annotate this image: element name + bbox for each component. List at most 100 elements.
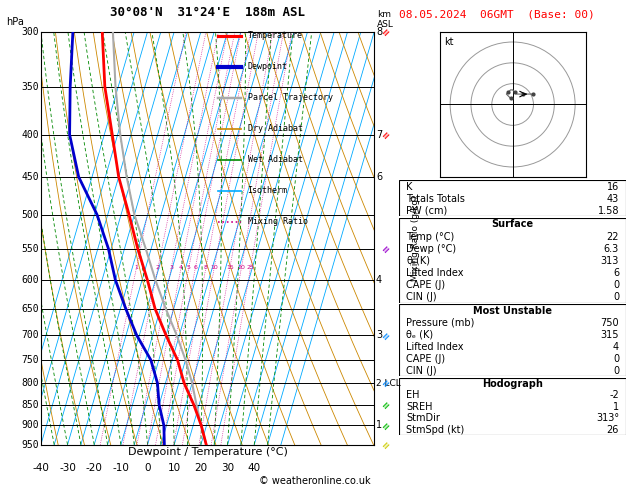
Text: km
ASL: km ASL — [377, 10, 394, 29]
Text: -30: -30 — [59, 463, 76, 473]
Text: 1: 1 — [613, 402, 619, 412]
Text: 7: 7 — [376, 130, 382, 139]
Text: 6: 6 — [194, 265, 198, 270]
Text: hPa: hPa — [6, 17, 24, 27]
Text: Surface: Surface — [492, 219, 533, 229]
Text: CAPE (J): CAPE (J) — [406, 280, 445, 290]
Text: 43: 43 — [607, 193, 619, 204]
Text: θₑ(K): θₑ(K) — [406, 256, 430, 266]
Text: ≡: ≡ — [380, 329, 392, 342]
Text: 500: 500 — [21, 209, 39, 220]
Text: 350: 350 — [21, 82, 39, 92]
Text: 16: 16 — [607, 181, 619, 191]
Text: ≡: ≡ — [380, 243, 392, 255]
Text: ≡: ≡ — [380, 128, 392, 141]
Text: Wet Adiabat: Wet Adiabat — [248, 155, 303, 164]
Text: StmDir: StmDir — [406, 413, 440, 423]
Text: ≡: ≡ — [380, 419, 392, 432]
Text: ≡: ≡ — [380, 25, 392, 38]
Text: Temperature: Temperature — [248, 31, 303, 40]
Text: 5: 5 — [187, 265, 191, 270]
Text: 8: 8 — [376, 27, 382, 36]
Text: 850: 850 — [21, 400, 39, 410]
Text: 0: 0 — [613, 292, 619, 302]
X-axis label: Dewpoint / Temperature (°C): Dewpoint / Temperature (°C) — [128, 448, 287, 457]
Text: -2: -2 — [610, 390, 619, 400]
Text: 315: 315 — [601, 330, 619, 340]
Text: 10: 10 — [168, 463, 181, 473]
Text: 800: 800 — [21, 378, 39, 388]
Text: StmSpd (kt): StmSpd (kt) — [406, 425, 464, 435]
Text: ≡: ≡ — [380, 399, 392, 411]
Text: 40: 40 — [248, 463, 261, 473]
Text: Hodograph: Hodograph — [482, 379, 543, 389]
Text: 08.05.2024  06GMT  (Base: 00): 08.05.2024 06GMT (Base: 00) — [399, 9, 595, 19]
Text: 30: 30 — [221, 463, 234, 473]
Text: -20: -20 — [86, 463, 103, 473]
Text: EH: EH — [406, 390, 420, 400]
Text: CIN (J): CIN (J) — [406, 366, 437, 376]
Text: ≡: ≡ — [380, 377, 392, 389]
Text: 550: 550 — [21, 244, 39, 254]
Text: ≡: ≡ — [380, 438, 392, 451]
Text: 300: 300 — [21, 27, 39, 36]
Text: CIN (J): CIN (J) — [406, 292, 437, 302]
Text: 313: 313 — [601, 256, 619, 266]
Text: 4: 4 — [179, 265, 183, 270]
Text: 950: 950 — [21, 440, 39, 450]
Text: 4: 4 — [613, 342, 619, 352]
Text: Pressure (mb): Pressure (mb) — [406, 318, 475, 328]
Text: 22: 22 — [606, 231, 619, 242]
Text: 0: 0 — [613, 280, 619, 290]
Text: 600: 600 — [21, 275, 39, 285]
Text: 0: 0 — [144, 463, 151, 473]
Text: Mixing Ratio (g/kg): Mixing Ratio (g/kg) — [411, 195, 420, 281]
Text: Lifted Index: Lifted Index — [406, 268, 464, 278]
Text: Dry Adiabat: Dry Adiabat — [248, 124, 303, 133]
Text: 313°: 313° — [596, 413, 619, 423]
Text: 0: 0 — [613, 354, 619, 364]
Text: Dewp (°C): Dewp (°C) — [406, 243, 456, 254]
Text: 6: 6 — [376, 172, 382, 182]
Text: 900: 900 — [21, 420, 39, 430]
Text: -10: -10 — [113, 463, 130, 473]
Text: 26: 26 — [607, 425, 619, 435]
Text: 4: 4 — [376, 275, 382, 285]
Text: 750: 750 — [21, 355, 39, 365]
Text: kt: kt — [444, 37, 454, 48]
Text: © weatheronline.co.uk: © weatheronline.co.uk — [259, 476, 370, 486]
Text: CAPE (J): CAPE (J) — [406, 354, 445, 364]
Text: 3: 3 — [169, 265, 173, 270]
Text: 25: 25 — [247, 265, 254, 270]
Text: 0: 0 — [613, 366, 619, 376]
Text: 10: 10 — [210, 265, 218, 270]
Text: Mixing Ratio: Mixing Ratio — [248, 217, 308, 226]
Text: 20: 20 — [194, 463, 208, 473]
Text: 6: 6 — [613, 268, 619, 278]
Text: 6.3: 6.3 — [604, 243, 619, 254]
Text: 450: 450 — [21, 172, 39, 182]
Text: Totals Totals: Totals Totals — [406, 193, 465, 204]
Text: 8: 8 — [204, 265, 208, 270]
Text: Temp (°C): Temp (°C) — [406, 231, 455, 242]
Text: Isotherm: Isotherm — [248, 186, 287, 195]
Text: 700: 700 — [21, 330, 39, 340]
Text: SREH: SREH — [406, 402, 433, 412]
Text: 2 LCL: 2 LCL — [376, 379, 401, 388]
Text: 750: 750 — [601, 318, 619, 328]
Text: 1: 1 — [135, 265, 138, 270]
Text: 15: 15 — [226, 265, 234, 270]
Text: K: K — [406, 181, 413, 191]
Text: -40: -40 — [33, 463, 49, 473]
Text: 2: 2 — [156, 265, 160, 270]
Text: Lifted Index: Lifted Index — [406, 342, 464, 352]
Text: 1.58: 1.58 — [598, 206, 619, 216]
Text: 1: 1 — [376, 420, 382, 430]
Text: 20: 20 — [237, 265, 245, 270]
Text: Parcel Trajectory: Parcel Trajectory — [248, 93, 333, 102]
Text: 3: 3 — [376, 330, 382, 340]
Text: Dewpoint: Dewpoint — [248, 62, 287, 71]
Text: 30°08'N  31°24'E  188m ASL: 30°08'N 31°24'E 188m ASL — [110, 6, 305, 19]
Text: θₑ (K): θₑ (K) — [406, 330, 433, 340]
Text: Most Unstable: Most Unstable — [473, 306, 552, 316]
